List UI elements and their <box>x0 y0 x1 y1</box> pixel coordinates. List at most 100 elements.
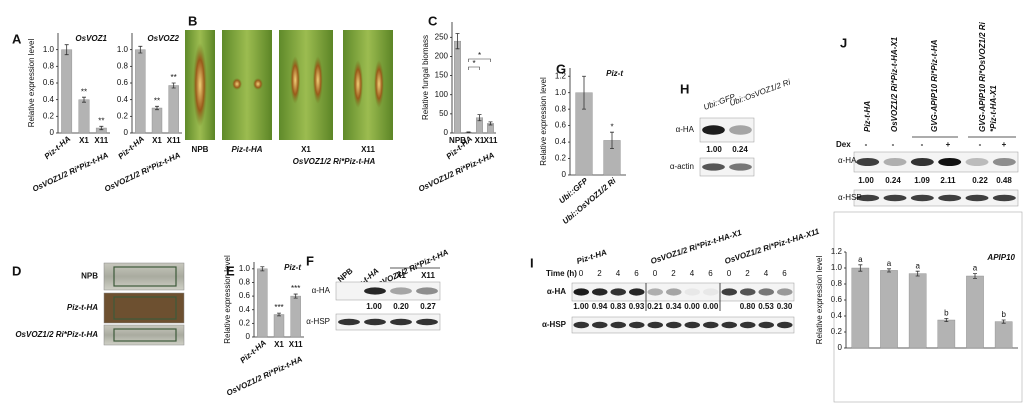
y-tick-label: 0.6 <box>555 121 567 130</box>
chart-title: OsVOZ1 <box>75 34 107 43</box>
quantification: 0.48 <box>996 176 1012 185</box>
image-label: NPB <box>81 272 98 281</box>
y-tick-label: 0.6 <box>43 78 55 87</box>
bracket-label: * <box>472 59 475 68</box>
error-bar <box>477 114 482 122</box>
y-axis-label: Relative fungal biomass <box>421 35 430 120</box>
y-tick-label: 0.2 <box>117 111 129 120</box>
band <box>591 288 608 296</box>
blot <box>853 151 1019 173</box>
band <box>729 163 752 171</box>
band <box>573 321 590 329</box>
band <box>856 194 880 202</box>
y-tick-label: 0 <box>124 128 129 137</box>
time-label: 6 <box>708 269 713 278</box>
band <box>883 194 907 202</box>
error-bar <box>973 273 977 279</box>
row-label: α-HA <box>676 125 695 134</box>
quantification: 0.93 <box>629 302 645 311</box>
error-bar <box>944 318 949 322</box>
x-tick-label: X1 <box>475 136 485 145</box>
blot <box>699 157 755 177</box>
band <box>684 321 701 329</box>
band <box>776 321 793 329</box>
bar <box>908 273 927 349</box>
row-label: α-actin <box>670 162 694 171</box>
lesion <box>353 60 363 108</box>
y-tick-label: 0.2 <box>43 111 55 120</box>
quantification: 0.94 <box>592 302 608 311</box>
band <box>364 318 386 326</box>
blot <box>699 117 755 143</box>
error-bar <box>1001 319 1006 324</box>
quantification: 0.20 <box>393 302 409 311</box>
quantification: 1.00 <box>366 302 382 311</box>
time-label: 0 <box>727 269 732 278</box>
y-tick-label: 150 <box>435 71 449 80</box>
lesion <box>232 78 242 90</box>
quantification: 0.27 <box>420 302 436 311</box>
bracket-label: * <box>478 51 481 60</box>
band <box>684 288 701 296</box>
band <box>702 288 719 296</box>
quantification: 0.34 <box>666 302 682 311</box>
band <box>610 321 627 329</box>
row-label: α-HSP <box>306 317 330 326</box>
lane-label: X11 <box>421 271 435 280</box>
significance: b <box>944 309 949 318</box>
bar <box>966 275 984 349</box>
error-bar <box>455 33 460 50</box>
band <box>364 287 386 295</box>
panel-letter: F <box>306 253 314 268</box>
band <box>965 194 989 202</box>
panel-letter: I <box>530 255 534 270</box>
panel-letter: A <box>12 31 22 46</box>
dex-sign: + <box>1002 140 1007 149</box>
band <box>992 158 1016 166</box>
significance: a <box>915 261 920 270</box>
significance: * <box>610 122 613 131</box>
band <box>610 288 627 296</box>
image-label: X1 <box>301 145 311 154</box>
y-tick-label: 0 <box>246 332 251 341</box>
group-label: Piz-t-HA <box>863 101 872 132</box>
error-bar <box>610 131 614 150</box>
bracket <box>468 66 480 70</box>
significance: b <box>1001 310 1006 319</box>
band <box>883 158 907 166</box>
y-tick-label: 0.8 <box>555 104 567 113</box>
error-bar <box>82 96 86 103</box>
y-tick-label: 0 <box>838 343 843 352</box>
y-tick-label: 0.4 <box>43 95 55 104</box>
time-label: 4 <box>616 269 621 278</box>
error-bar <box>171 82 176 89</box>
band <box>338 318 360 326</box>
chart-title: Piz-t <box>284 263 301 272</box>
dex-sign: - <box>921 140 924 149</box>
lesion <box>374 60 384 108</box>
quantification: 0.80 <box>740 302 756 311</box>
bar <box>168 85 179 134</box>
band <box>729 125 752 135</box>
y-tick-label: 0.2 <box>239 318 251 327</box>
leaf-image <box>222 30 272 140</box>
significance: ** <box>98 116 104 125</box>
bar <box>135 49 146 134</box>
bar <box>851 267 870 349</box>
bar <box>454 40 462 134</box>
band <box>910 194 934 202</box>
significance: a <box>887 259 892 268</box>
error-bar <box>915 270 920 277</box>
bar <box>61 49 73 134</box>
y-tick-label: 1.0 <box>831 263 843 272</box>
error-bar <box>277 312 281 317</box>
image-label: Piz-t-HA <box>231 145 262 154</box>
band <box>910 158 934 166</box>
lane-label: X1 <box>396 271 406 280</box>
band <box>965 158 989 166</box>
bar <box>937 319 956 349</box>
error-bar <box>887 268 891 273</box>
bar <box>290 295 301 338</box>
group-label: OsVOZ1/2 Ri*Piz-t-HA-X1 <box>890 36 899 132</box>
time-label: 0 <box>653 269 658 278</box>
